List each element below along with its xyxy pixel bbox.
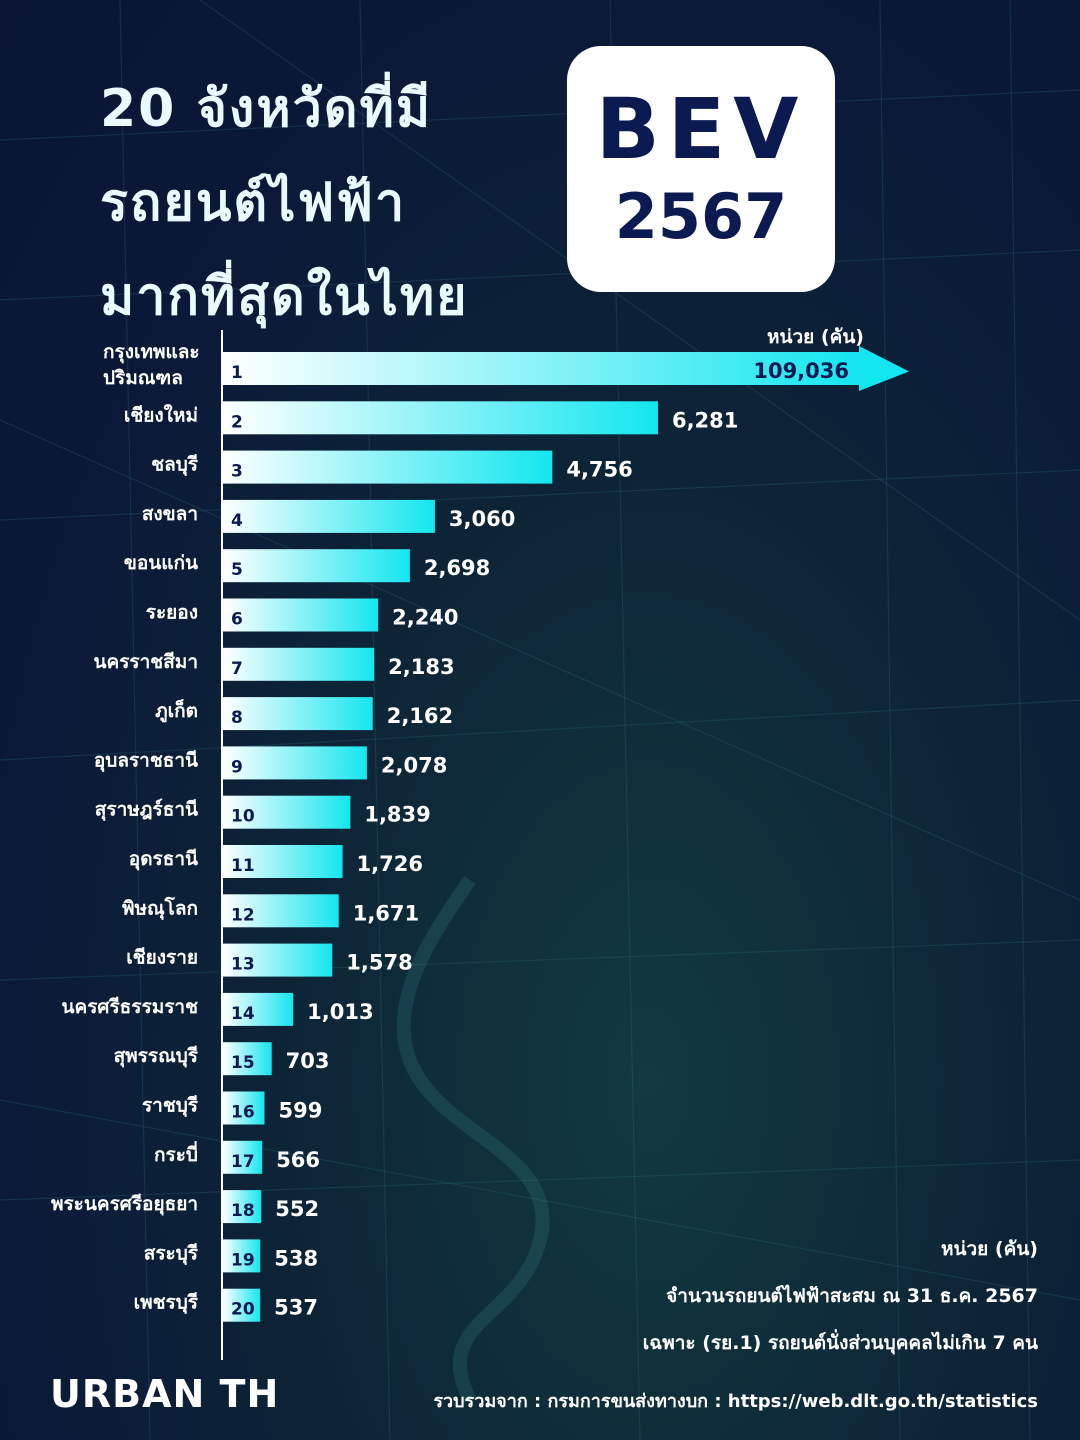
category-label: อุดรธานี (129, 848, 198, 871)
rank-label: 17 (231, 1152, 255, 1172)
bar-4 (223, 499, 435, 533)
badge-year: 2567 (614, 180, 788, 253)
value-label: 2,698 (424, 556, 490, 580)
y-axis-line (221, 330, 223, 1360)
rank-label: 12 (231, 905, 255, 925)
bar-7 (223, 647, 375, 681)
category-label: เชียงใหม่ (124, 403, 198, 426)
footer-note-1: จำนวนรถยนต์ไฟฟ้าสะสม ณ 31 ธ.ค. 2567 (666, 1285, 1038, 1307)
bar-2 (223, 401, 658, 435)
rank-label: 5 (231, 560, 243, 580)
category-label: ราชบุรี (142, 1095, 199, 1118)
bar-16 (223, 1091, 265, 1125)
rank-label: 6 (231, 610, 243, 630)
bar-15 (223, 1042, 272, 1076)
rank-label: 1 (231, 363, 243, 383)
rank-label: 3 (231, 462, 243, 482)
bar-12 (223, 894, 339, 928)
bev-year-badge: BEV 2567 (567, 46, 835, 292)
value-label: 566 (276, 1148, 320, 1172)
value-label: 537 (274, 1296, 318, 1320)
bar-19 (223, 1239, 261, 1273)
value-label: 2,183 (388, 655, 454, 679)
category-label: เพชรบุรี (134, 1292, 199, 1315)
brand-logo: URBAN TH (50, 1372, 280, 1416)
rank-label: 14 (231, 1004, 255, 1024)
rank-label: 13 (231, 955, 255, 975)
bar-9 (223, 746, 367, 780)
value-label: 552 (275, 1197, 319, 1221)
title-line-2: รถยนต์ไฟฟ้า (100, 173, 407, 233)
rank-label: 11 (231, 856, 255, 876)
category-label: กรุงเทพและปริมณฑล (103, 341, 200, 389)
footer-unit: หน่วย (คัน) (941, 1238, 1038, 1260)
category-label: อุบลราชธานี (94, 749, 198, 772)
bar-5 (223, 549, 410, 583)
bar-8 (223, 697, 373, 731)
source-credit: รวบรวมจาก : กรมการขนส่งทางบก : https://w… (433, 1391, 1038, 1412)
category-label: ชลบุรี (151, 454, 199, 477)
category-label: พระนครศรีอยุธยา (51, 1193, 198, 1216)
category-label: ขอนแก่น (124, 552, 198, 574)
rank-label: 16 (231, 1103, 255, 1123)
category-label: นครราชสีมา (94, 651, 198, 673)
category-label: กระบี่ (154, 1141, 198, 1166)
bar-11 (223, 845, 343, 878)
value-label: 2,162 (387, 704, 453, 728)
value-label: 1,578 (346, 951, 412, 975)
title-line-1: 20 จังหวัดที่มี (100, 79, 433, 139)
bar-13 (223, 943, 333, 977)
footer-notes: หน่วย (คัน) จำนวนรถยนต์ไฟฟ้าสะสม ณ 31 ธ.… (643, 1226, 1038, 1367)
value-label: 1,671 (353, 901, 419, 925)
value-label: 2,240 (392, 606, 458, 630)
bar-1 (223, 352, 859, 385)
bar-17 (223, 1140, 263, 1174)
category-label: สุพรรณบุรี (114, 1045, 199, 1068)
value-label: 1,726 (357, 852, 423, 876)
rank-label: 4 (231, 511, 243, 531)
rank-label: 10 (231, 807, 255, 827)
category-label: สุราษฎร์ธานี (95, 799, 198, 822)
value-label: 1,013 (307, 1000, 373, 1024)
value-label: 4,756 (566, 458, 632, 482)
value-label: 1,839 (364, 803, 430, 827)
bar-18 (223, 1190, 262, 1224)
rank-label: 8 (231, 708, 243, 728)
value-label: 538 (274, 1246, 318, 1270)
rank-label: 20 (231, 1300, 255, 1320)
badge-label: BEV (595, 80, 807, 178)
rank-label: 15 (231, 1053, 255, 1073)
bar-6 (223, 598, 379, 632)
rank-label: 9 (231, 757, 243, 777)
bar-10 (223, 795, 351, 829)
category-label: เชียงราย (126, 947, 198, 969)
value-label: 3,060 (449, 507, 515, 531)
unit-label-top: หน่วย (คัน) (767, 326, 864, 348)
bar-20 (223, 1288, 261, 1322)
footer-note-2: เฉพาะ (รย.1) รถยนต์นั่งส่วนบุคคลไม่เกิน … (642, 1332, 1038, 1354)
value-label: 6,281 (672, 408, 738, 432)
rank-label: 2 (231, 412, 243, 432)
value-label: 2,078 (381, 753, 447, 777)
category-label: ภูเก็ต (155, 698, 198, 723)
value-label: 109,036 (753, 359, 849, 383)
bar-14 (223, 992, 294, 1026)
category-label: นครศรีธรรมราช (62, 996, 199, 1018)
category-label: ระยอง (146, 602, 198, 624)
value-label: 599 (278, 1099, 322, 1123)
title-line-3: มากที่สุดในไทย (100, 267, 469, 327)
rank-label: 7 (231, 659, 243, 679)
rank-label: 18 (231, 1201, 255, 1221)
category-label: สงขลา (142, 503, 198, 525)
category-label: พิษณุโลก (122, 896, 198, 920)
rank-label: 19 (231, 1250, 255, 1270)
value-label: 703 (286, 1049, 330, 1073)
bar-1-arrow (859, 346, 909, 391)
title: 20 จังหวัดที่มี รถยนต์ไฟฟ้า มากที่สุดในไ… (100, 62, 560, 344)
bar-3 (223, 450, 553, 484)
category-label: สระบุรี (144, 1242, 199, 1265)
